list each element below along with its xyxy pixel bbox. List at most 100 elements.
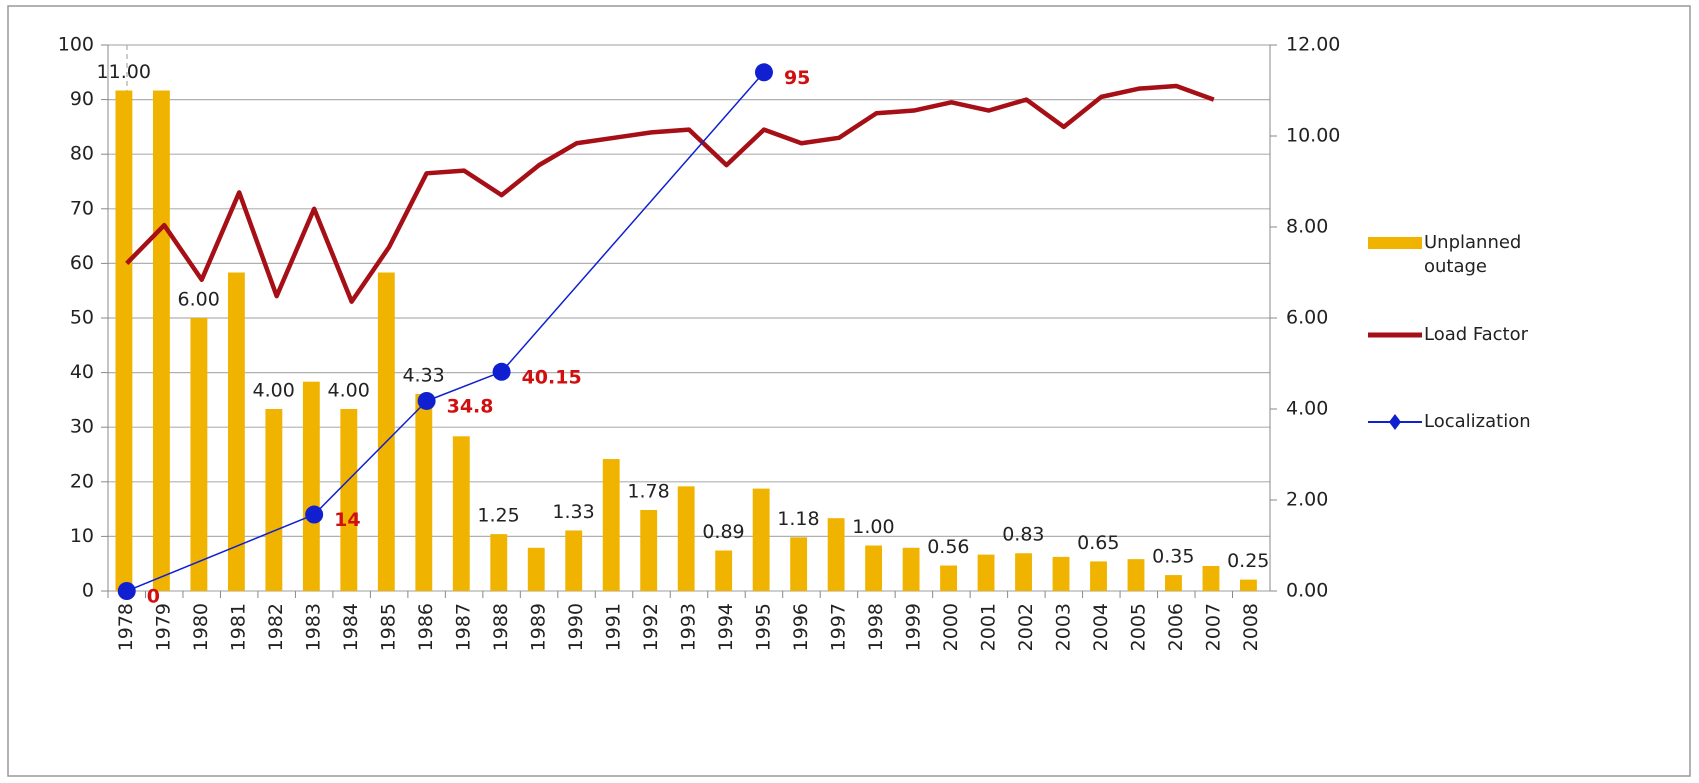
x-tick-label: 2000 [940,603,962,651]
bar [1202,565,1220,591]
x-tick-label: 1994 [715,603,737,651]
data-label: 6.00 [178,289,220,311]
x-tick-label: 2007 [1202,603,1224,651]
bar [490,534,508,591]
x-tick-label: 1999 [902,603,924,651]
legend-marker [1389,414,1401,430]
x-tick-label: 1991 [603,603,625,651]
marker [117,582,136,600]
bar [790,537,808,591]
bar [940,565,958,591]
bar [415,393,433,591]
x-tick-label: 1983 [303,603,325,651]
bar [640,510,658,591]
bar [602,459,620,591]
x-tick-label: 1993 [678,603,700,651]
y-tick-label: 70 [70,197,94,219]
data-label: 0.56 [927,536,969,558]
marker [754,63,773,82]
y-tick-label: 50 [70,307,94,329]
data-label: 34.8 [447,395,494,417]
y2-tick-label: 4.00 [1286,398,1328,420]
data-label: 1.33 [552,501,594,523]
bar [340,409,358,591]
bar [865,545,883,591]
x-tick-label: 1985 [378,603,400,651]
x-tick-label: 1981 [228,603,250,651]
data-label: 4.00 [327,380,369,402]
marker [492,362,511,381]
bar [302,381,320,591]
x-tick-label: 1997 [827,603,849,651]
x-tick-label: 2006 [1165,603,1187,651]
chart-border [7,5,1691,777]
bar [265,409,283,591]
data-label: 40.15 [522,366,582,388]
y-tick-label: 20 [70,470,94,492]
data-label: 4.00 [253,380,295,402]
y2-tick-label: 2.00 [1286,489,1328,511]
line [126,71,765,592]
bar [1015,553,1032,591]
x-tick-label: 1992 [640,603,662,651]
x-tick-label: 1979 [153,603,175,651]
y2-tick-label: 8.00 [1286,216,1328,238]
y-tick-label: 80 [70,143,94,165]
data-label: 1.78 [627,481,669,503]
y-tick-label: 90 [70,88,94,110]
x-tick-label: 1988 [490,603,512,651]
x-tick-label: 2001 [977,603,999,651]
bar [902,547,920,591]
y-tick-label: 60 [70,252,94,274]
data-label: 11.00 [97,61,151,83]
bar [977,554,995,591]
x-tick-label: 2008 [1240,603,1262,651]
data-label: 0.83 [1002,524,1044,546]
x-tick-label: 1995 [752,603,774,651]
bar [1090,561,1107,591]
x-tick-label: 1996 [790,603,812,651]
data-label: 14 [334,509,360,531]
bar [752,488,770,591]
x-tick-label: 1987 [453,603,475,651]
legend-swatch [1368,237,1422,249]
x-tick-label: 1989 [528,603,550,651]
x-tick-label: 1984 [340,603,362,651]
data-label: 1.00 [852,516,894,538]
x-tick-label: 2004 [1090,603,1112,651]
legend-label: Unplanned outage [1424,232,1522,277]
y2-tick-label: 10.00 [1286,125,1340,147]
legend-label: Load Factor [1424,324,1529,345]
data-label: 0 [147,586,160,608]
x-tick-label: 1998 [865,603,887,651]
x-tick-label: 1980 [190,603,212,651]
x-tick-label: 2005 [1127,603,1149,651]
bar [227,272,245,591]
bar [115,90,133,591]
data-label: 4.33 [402,364,444,386]
bar [1240,579,1257,591]
bar [1052,556,1070,591]
bar [565,530,583,591]
x-tick-label: 1990 [565,603,587,651]
data-label: 0.25 [1227,550,1269,572]
y-tick-label: 10 [70,525,94,547]
y2-tick-label: 6.00 [1286,307,1328,329]
bar [1165,575,1182,591]
y-tick-label: 40 [70,361,94,383]
marker [305,505,324,524]
bar [190,318,208,591]
x-tick-label: 1978 [115,603,137,651]
legend-label: Localization [1424,411,1531,432]
x-tick-label: 2002 [1015,603,1037,651]
y-tick-label: 0 [82,580,94,602]
data-label: 1.18 [777,508,819,530]
x-tick-label: 1986 [415,603,437,651]
line [125,83,1215,304]
data-label: 0.89 [702,521,744,543]
bar [715,550,733,591]
data-label: 1.25 [477,505,519,527]
marker [417,391,436,410]
